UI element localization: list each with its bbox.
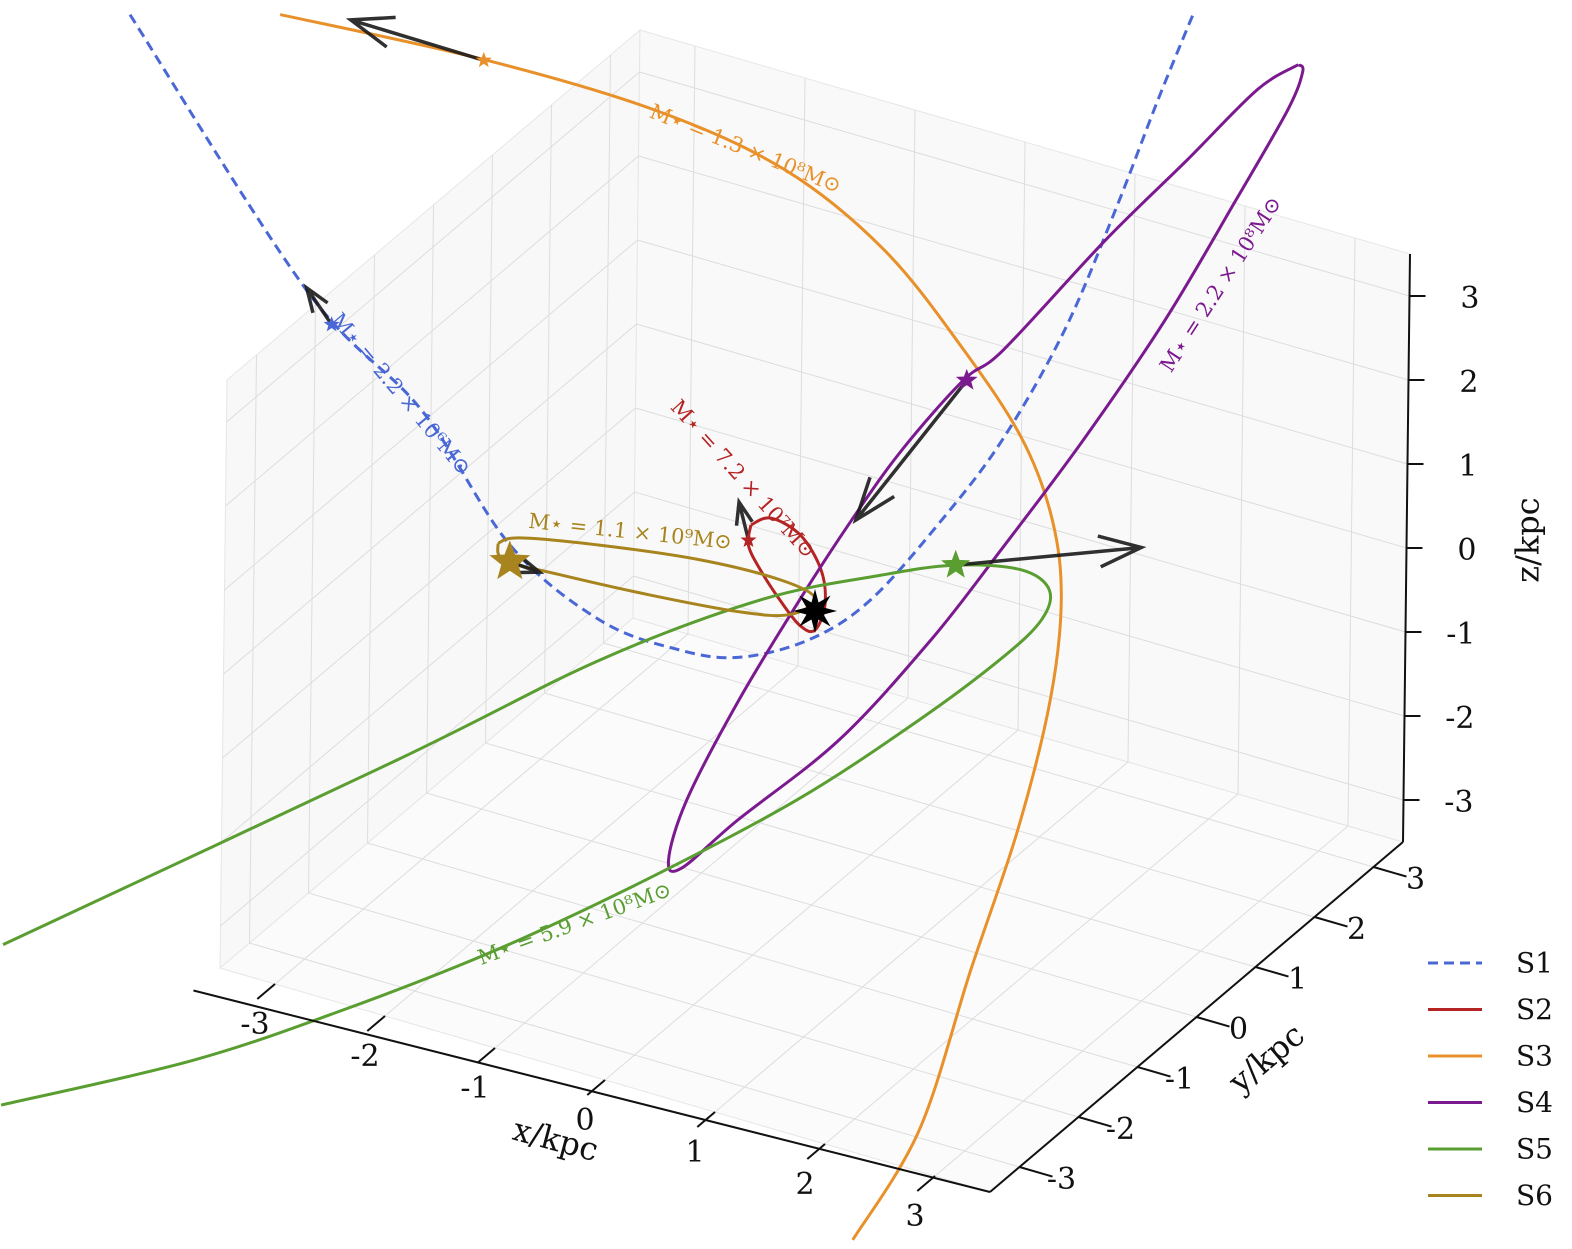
satellite-marker [740, 531, 757, 548]
x-tick-label: 1 [685, 1135, 704, 1170]
orbit-line [279, 13, 1063, 1241]
center-marker [793, 589, 837, 633]
orbit-line [666, 63, 1305, 873]
legend: S1 S2 S3 S4 S5 S6 [1428, 947, 1553, 1212]
y-tick [1196, 1016, 1230, 1028]
y-tick-label: -2 [1106, 1112, 1135, 1147]
x-tick [696, 1111, 716, 1128]
y-tick-label: -3 [1047, 1162, 1076, 1197]
z-tick-label: -1 [1446, 617, 1475, 652]
z-tick-label: 3 [1460, 281, 1479, 316]
z-axis-label: z/kpc [1509, 497, 1547, 582]
x-tick-label: 2 [795, 1167, 814, 1202]
x-tick-label: 0 [575, 1103, 594, 1138]
y-tick [1373, 866, 1407, 878]
grid-line [224, 239, 638, 591]
y-tick [1019, 1166, 1053, 1178]
y-tick-label: 2 [1347, 912, 1366, 947]
legend-label: S3 [1516, 1040, 1553, 1073]
x-tick-label: 3 [905, 1199, 924, 1234]
velocity-arrow [345, 15, 485, 62]
grid-line [221, 491, 635, 843]
z-tick-label: -2 [1445, 701, 1474, 736]
z-tick-label: -3 [1444, 785, 1473, 820]
velocity-arrow [955, 534, 1147, 569]
grid-line [544, 692, 1315, 918]
z-tick-label: 1 [1458, 449, 1477, 484]
legend-label: S4 [1516, 1086, 1553, 1119]
z-tick-label: 2 [1459, 365, 1478, 400]
x-tick [586, 1079, 606, 1096]
y-tick [1255, 966, 1289, 978]
y-tick-label: 1 [1288, 962, 1307, 997]
orbit-line [128, 13, 1195, 660]
grid-line [639, 71, 1410, 297]
velocity-arrow [303, 283, 334, 326]
grid-line [634, 491, 1405, 717]
grid-line [637, 239, 1408, 465]
velocity-arrow [852, 379, 969, 525]
x-tick-label: -2 [350, 1039, 379, 1074]
x-tick-label: -1 [460, 1071, 489, 1106]
x-tick [366, 1015, 386, 1032]
grid-line [603, 642, 1374, 868]
grid-line [426, 792, 1197, 1018]
satellite-marker [955, 368, 978, 390]
legend-label: S2 [1516, 993, 1553, 1026]
axes: -3 -2 -1 0 1 2 3 -3 -2 -1 0 1 2 3 -3 -2 -1 0 1 2 3 [193, 253, 1480, 1234]
x-tick-label: -3 [240, 1007, 269, 1042]
grid-line [222, 407, 636, 759]
satellite-marker [323, 316, 340, 332]
y-tick [1314, 916, 1348, 928]
legend-label: S1 [1516, 947, 1553, 980]
satellite-marker [489, 540, 531, 580]
z-tick-label: 0 [1457, 533, 1476, 568]
legend-label: S6 [1516, 1179, 1553, 1212]
y-tick [1078, 1116, 1112, 1128]
grid-line [220, 575, 634, 927]
x-tick [256, 983, 276, 1000]
legend-label: S5 [1516, 1133, 1553, 1166]
y-tick-label: -1 [1165, 1062, 1194, 1097]
grid-line [308, 892, 1079, 1118]
x-tick [916, 1175, 936, 1192]
grid-line [249, 942, 1020, 1168]
grid-line [638, 155, 1409, 381]
satellite-marker [941, 549, 971, 578]
grid-line [635, 407, 1406, 633]
orbit-line [0, 563, 1053, 1107]
y-tick-label: 3 [1406, 862, 1425, 897]
grid-line [367, 842, 1138, 1068]
x-tick [806, 1143, 826, 1160]
y-tick-label: 0 [1229, 1012, 1248, 1047]
x-tick [476, 1047, 496, 1064]
grid-line [225, 155, 639, 507]
grid-line [226, 71, 640, 423]
satellite-marker [475, 51, 492, 68]
y-tick [1137, 1066, 1171, 1078]
grid-line [485, 742, 1256, 968]
velocity-arrow [734, 497, 754, 541]
grid-line [223, 323, 637, 675]
